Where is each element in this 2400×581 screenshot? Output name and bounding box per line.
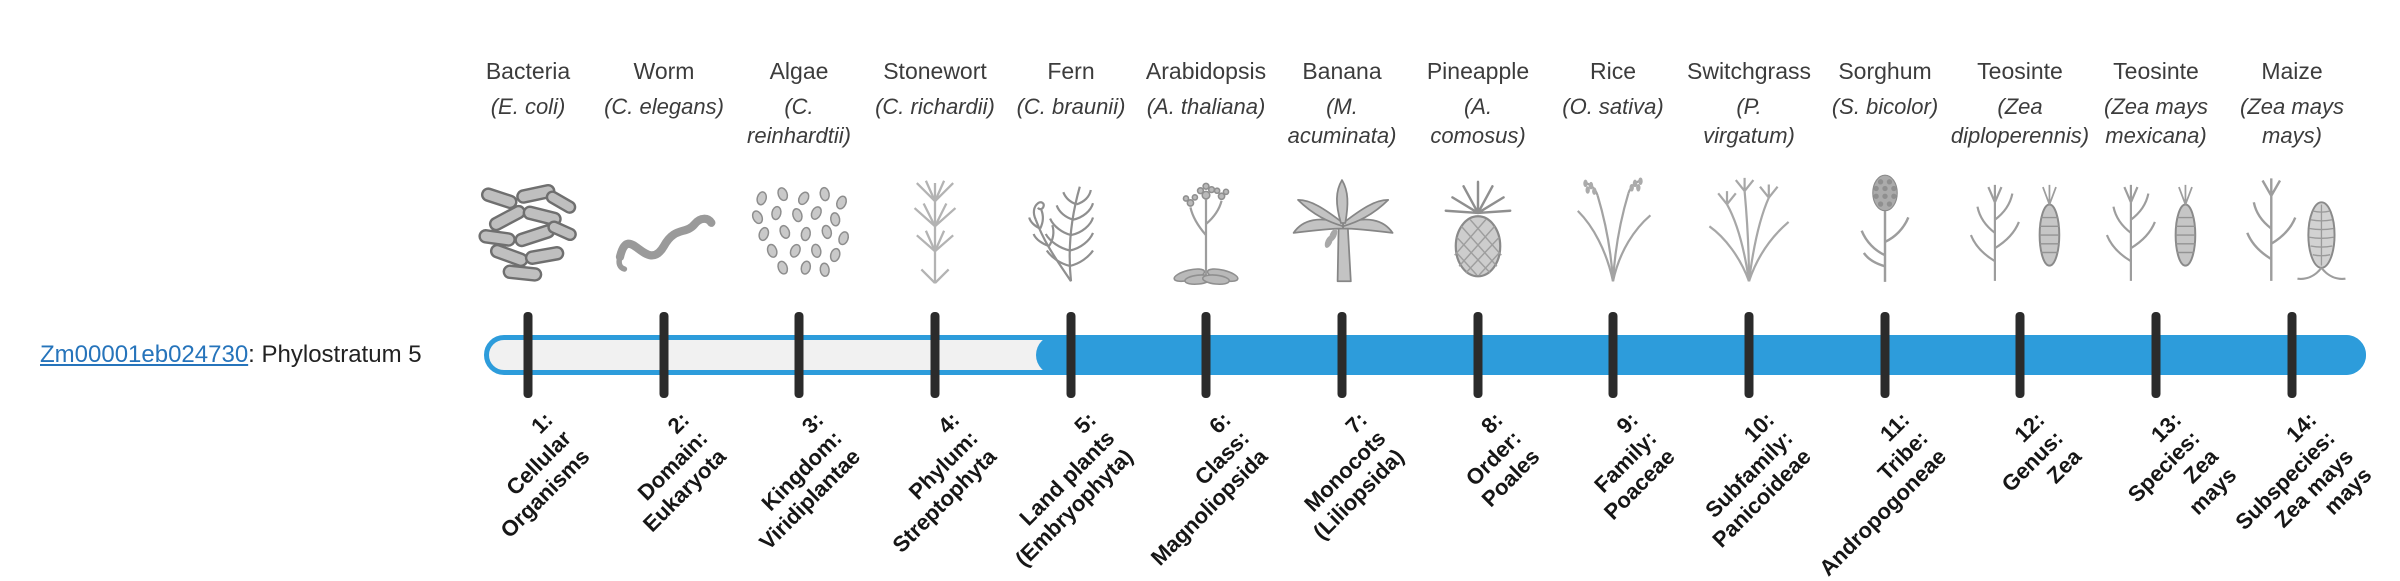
phylostratum-tick [1880,312,1890,398]
phylostratum-tick [2287,312,2297,398]
worm-icon [579,164,749,286]
phylostratum-label: 11: Tribe: Andropogoneae [1814,407,1952,581]
phylostratum-tick [1337,312,1347,398]
organism-name: Bacteria [485,58,571,84]
rice-icon [1528,164,1698,286]
organism-column: Rice (O. sativa) [1528,56,1698,286]
organism-scientific-name: (S. bicolor) [1831,94,1939,119]
organism-name: Teosinte [1977,58,2063,84]
organism-name: Teosinte [2113,58,2199,84]
teosinte-icon [1935,164,2105,286]
organism-column: Stonewort (C. richardii) [850,56,1020,286]
organism-column: Arabidopsis (A. thaliana) [1121,56,1291,286]
stonewort-icon [850,164,1020,286]
phylostratum-label: 12: Genus: Zea [1996,407,2087,497]
organism-scientific-name: (C. braunii) [1016,94,1126,119]
gene-label: Zm00001eb024730: Phylostratum 5 [40,335,422,375]
organism-scientific-name: (Zea mays mexicana) [2104,94,2208,148]
bacteria-icon [443,164,613,286]
organism-column: Worm (C. elegans) [579,56,749,286]
organism-column: Maize (Zea mays mays) [2207,56,2377,286]
organism-name: Fern [1047,58,1095,84]
organism-name: Maize [2261,58,2323,84]
phylostratum-tick [1066,312,1076,398]
organism-name: Sorghum [1838,58,1932,84]
phylostratum-label: 4: Phylum: Streptophyta [887,407,1002,558]
organism-name: Switchgrass [1687,58,1811,84]
organism-scientific-name: (A. comosus) [1430,94,1526,148]
phylostratum-label: 9: Family: Poaceae [1588,407,1680,525]
gene-id-link[interactable]: Zm00001eb024730 [40,341,249,368]
organism-column: Switchgrass (P. virgatum) [1664,56,1834,286]
fern-icon [986,164,1156,286]
phylostratum-tick [930,312,940,398]
phylostratum-tick [1608,312,1618,398]
organism-name: Banana [1302,58,1382,84]
phylostratum-label: 3: Kingdom: Viridiplantae [754,407,866,555]
phylostratum-tick [2015,312,2025,398]
organism-column: Banana (M. acuminata) [1257,56,1427,286]
phylostratum-label: 1: Cellular Organisms [495,407,595,543]
phylostrata-bar-fill [1036,335,2366,375]
organism-scientific-name: (M. acuminata) [1287,94,1397,148]
organism-name: Rice [1589,58,1636,84]
organism-scientific-name: (O. sativa) [1562,94,1664,119]
banana-icon [1257,164,1427,286]
phylostratum-label: 2: Domain: Eukaryota [632,407,731,537]
phylostratum-tick [659,312,669,398]
organism-name: Algae [769,58,829,84]
organism-scientific-name: (P. virgatum) [1703,94,1795,148]
phylostratum-label: 6: Class: Magnoliopsida [1145,407,1273,571]
phylostratum-tick [2151,312,2161,398]
organism-scientific-name: (C. richardii) [875,94,995,119]
teosinte-icon [2071,164,2241,286]
phylostratum-tick [523,312,533,398]
sorghum-icon [1800,164,1970,286]
organism-column: Pineapple (A. comosus) [1393,56,1563,286]
phylostratum-label: 8: Order: Poales [1460,407,1545,512]
phylostratum-tick [1473,312,1483,398]
gene-label-suffix: : Phylostratum 5 [248,341,422,368]
organism-scientific-name: (E. coli) [490,94,566,119]
pineapple-icon [1393,164,1563,286]
organism-column: Sorghum (S. bicolor) [1800,56,1970,286]
phylostratum-label: 14: Subspecies: Zea mays mays [2230,407,2377,535]
switchgrass-icon [1664,164,1834,286]
organism-scientific-name: (C. elegans) [604,94,724,119]
algae-icon [714,164,884,286]
organism-column: Bacteria (E. coli) [443,56,613,286]
phylostratum-label: 13: Species: Zea mays [2122,407,2241,520]
organism-column: Teosinte (Zea mays mexicana) [2071,56,2241,286]
phylostratum-tick [1744,312,1754,398]
phylostratum-tick [1201,312,1211,398]
arabidopsis-icon [1121,164,1291,286]
organism-scientific-name: (C. reinhardtii) [747,94,851,148]
organism-column: Teosinte (Zea diploperennis) [1935,56,2105,286]
organism-name: Arabidopsis [1145,58,1267,84]
phylostratum-label: 7: Monocots (Liliopsida) [1298,407,1409,545]
organism-scientific-name: (A. thaliana) [1146,94,1266,119]
maize-icon [2207,164,2377,286]
organism-name: Pineapple [1426,58,1530,84]
phylostratum-tick [794,312,804,398]
organism-name: Worm [633,58,695,84]
organism-column: Fern (C. braunii) [986,56,1156,286]
organism-column: Algae (C. reinhardtii) [714,56,884,286]
phylostratum-label: 5: Land plants (Embryophyta) [1009,407,1138,572]
organism-scientific-name: (Zea mays mays) [2240,94,2344,148]
organism-scientific-name: (Zea diploperennis) [1950,94,2090,148]
organism-name: Stonewort [883,58,987,84]
